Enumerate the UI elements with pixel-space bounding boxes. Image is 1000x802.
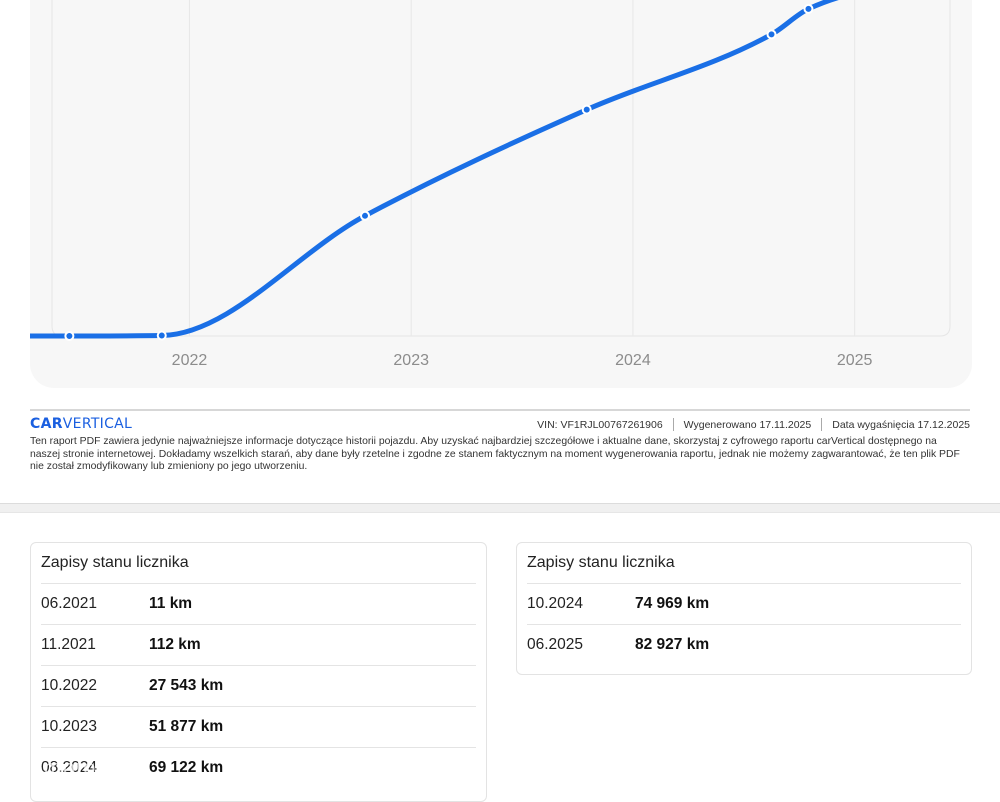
record-date: 10.2024 bbox=[527, 595, 584, 612]
mileage-chart: 2022 2023 2024 2025 bbox=[30, 0, 972, 388]
data-point bbox=[360, 210, 371, 221]
card-title: Zapisy stanu licznika bbox=[527, 543, 961, 584]
odometer-row: 08.2024 69 122 km bbox=[41, 748, 476, 788]
record-mileage: 82 927 km bbox=[635, 636, 710, 653]
record-date: 08.2024 bbox=[41, 759, 98, 776]
card-title: Zapisy stanu licznika bbox=[41, 543, 476, 584]
disclaimer-text: Ten raport PDF zawiera jedynie najważnie… bbox=[30, 436, 960, 472]
record-mileage: 74 969 km bbox=[635, 595, 710, 612]
meta-separator bbox=[672, 418, 674, 431]
plot-frame bbox=[51, 0, 951, 337]
data-point bbox=[803, 3, 814, 14]
odometer-row: 10.2023 51 877 km bbox=[41, 707, 476, 748]
report-meta: VIN: VF1RJL00767261906 Wygenerowano 17.1… bbox=[537, 418, 970, 431]
odometer-row: 10.2022 27 543 km bbox=[41, 666, 476, 707]
record-mileage: 112 km bbox=[149, 636, 201, 653]
record-mileage: 69 122 km bbox=[149, 759, 224, 776]
generated-date: Wygenerowano 17.11.2025 bbox=[683, 418, 812, 431]
odometer-row: 10.2024 74 969 km bbox=[527, 584, 961, 625]
footer-divider bbox=[30, 409, 970, 411]
record-mileage: 27 543 km bbox=[149, 677, 224, 694]
page-break bbox=[0, 503, 1000, 513]
record-date: 06.2021 bbox=[41, 595, 98, 612]
odometer-card-left: Zapisy stanu licznika 06.2021 11 km 11.202… bbox=[30, 542, 487, 802]
odometer-card-right: Zapisy stanu licznika 10.2024 74 969 km 06… bbox=[516, 542, 972, 675]
data-point bbox=[581, 104, 592, 115]
expiry-date: Data wygaśnięcia 17.12.2025 bbox=[832, 418, 970, 431]
x-tick-label: 2024 bbox=[615, 352, 651, 369]
data-point bbox=[156, 330, 167, 341]
record-mileage: 11 km bbox=[149, 595, 193, 612]
odometer-row: 06.2021 11 km bbox=[41, 584, 476, 625]
x-tick-label: 2023 bbox=[393, 352, 429, 369]
carvertical-logo: CARVERTICAL bbox=[30, 416, 133, 432]
mileage-chart-svg: 2022 2023 2024 2025 bbox=[30, 0, 951, 369]
x-tick-label: 2022 bbox=[172, 352, 208, 369]
record-date: 06.2025 bbox=[527, 636, 584, 653]
data-point bbox=[64, 330, 75, 341]
odometer-row: 06.2025 82 927 km bbox=[527, 625, 961, 665]
odometer-row: 11.2021 112 km bbox=[41, 625, 476, 666]
mileage-line bbox=[30, 0, 839, 339]
meta-separator bbox=[821, 418, 823, 431]
record-mileage: 51 877 km bbox=[149, 718, 224, 735]
record-date: 10.2022 bbox=[41, 677, 98, 694]
watermark-text: otomoto bbox=[10, 755, 97, 780]
x-tick-label: 2025 bbox=[837, 352, 873, 369]
record-date: 11.2021 bbox=[41, 636, 96, 653]
vin-text: VIN: VF1RJL00767261906 bbox=[537, 418, 663, 431]
data-point bbox=[766, 29, 777, 40]
record-date: 10.2023 bbox=[41, 718, 98, 735]
